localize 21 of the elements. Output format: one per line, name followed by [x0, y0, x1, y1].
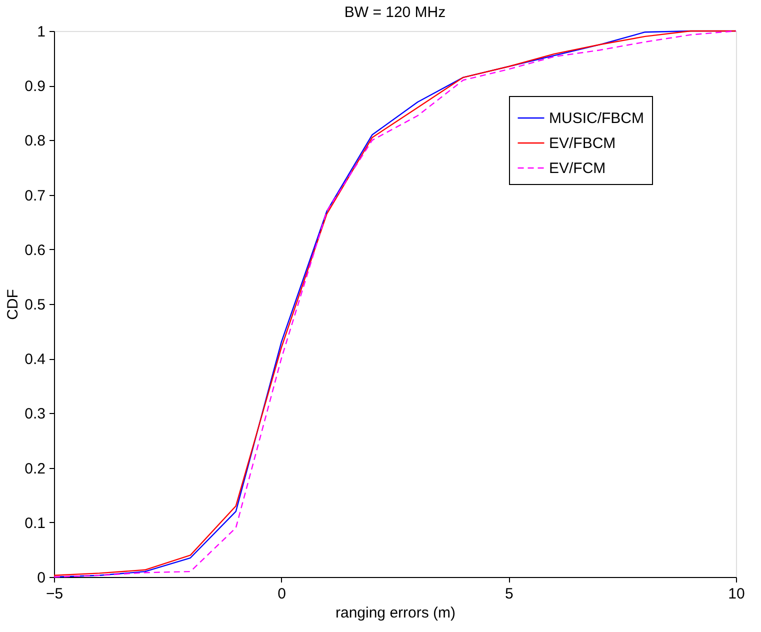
y-tick-label: 0.5 [24, 296, 46, 314]
x-tick-label: 10 [728, 586, 745, 602]
y-tick-label: 0.4 [24, 351, 46, 368]
legend-label: MUSIC/FBCM [549, 110, 644, 127]
y-tick-label: 0.9 [24, 78, 46, 96]
y-tick-label: 0 [37, 570, 46, 586]
y-tick-label: 0.2 [24, 460, 46, 478]
y-axis-title: CDF [4, 289, 22, 320]
legend-label: EV/FCM [549, 160, 606, 177]
x-tick-label: 0 [278, 586, 286, 602]
y-tick-label: 0.1 [24, 514, 46, 532]
legend-label: EV/FBCM [549, 135, 616, 152]
x-axis-title: ranging errors (m) [335, 604, 456, 622]
y-tick-label: 0.6 [24, 242, 46, 259]
x-tick-label: 5 [504, 586, 514, 602]
x-tick-label: −5 [46, 586, 64, 602]
y-tick-label: 1 [37, 24, 46, 40]
y-tick-label: 0.8 [24, 132, 46, 150]
y-tick-label: 0.7 [24, 187, 46, 204]
chart-title: BW = 120 MHz [344, 4, 446, 21]
y-tick-label: 0.3 [24, 406, 46, 423]
